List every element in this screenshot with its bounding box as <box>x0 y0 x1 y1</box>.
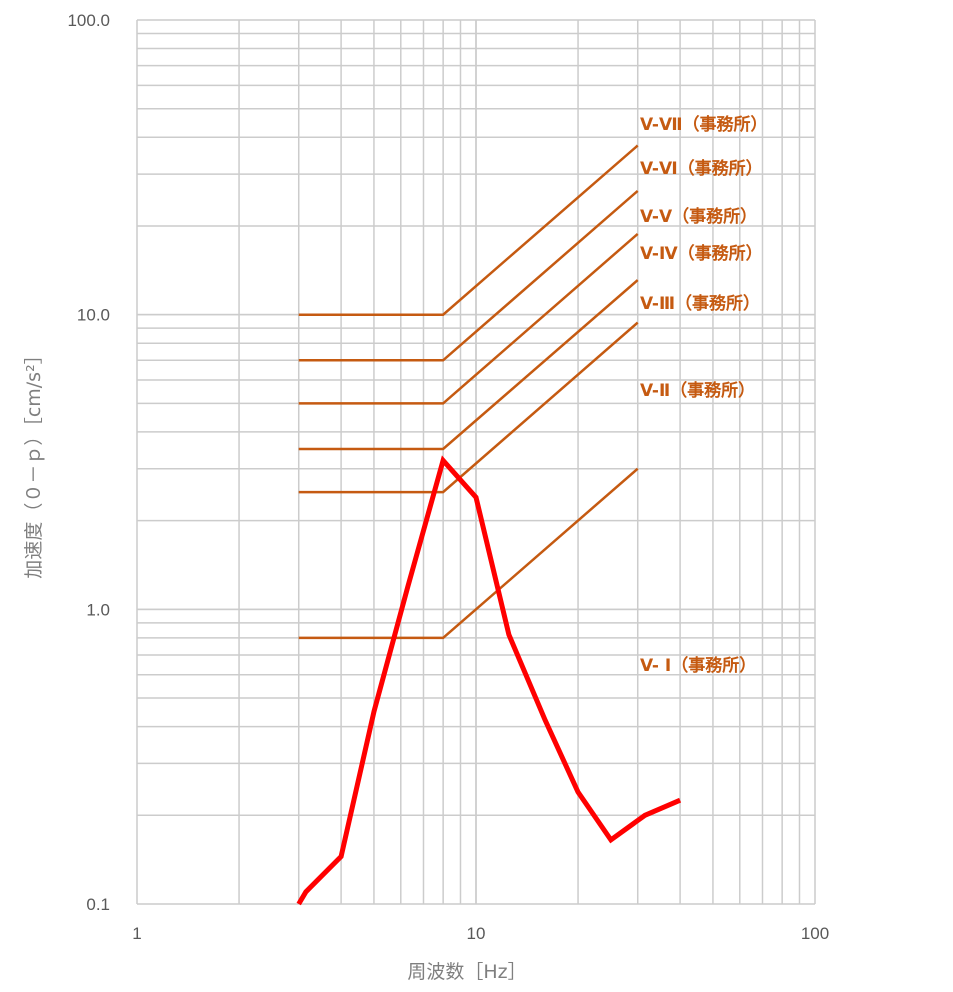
y-axis-title: 加速度（０－ｐ）［cm/s²］ <box>23 345 45 578</box>
curve-label-1: V- Ⅰ（事務所） <box>640 655 756 676</box>
y-tick-label: 1.0 <box>86 600 110 619</box>
y-tick-label: 10.0 <box>77 306 110 325</box>
x-tick-label: 1 <box>132 924 141 943</box>
curve-label-7: V-Ⅶ（事務所） <box>640 114 768 135</box>
curve-labels: V-Ⅶ（事務所） V-Ⅵ（事務所） V-Ⅴ（事務所） V-Ⅳ（事務所） V-Ⅲ（… <box>640 114 768 676</box>
measured-line <box>296 455 682 906</box>
criteria-line-2 <box>298 321 639 494</box>
curve-label-4: V-Ⅳ（事務所） <box>640 243 763 264</box>
curve-label-2: V-Ⅱ（事務所） <box>640 380 755 401</box>
x-axis-title: 周波数［Hz］ <box>407 961 526 983</box>
criteria-line-5 <box>298 189 639 362</box>
grid <box>136 19 816 905</box>
criteria-line-6 <box>298 144 639 316</box>
series <box>296 144 682 906</box>
curve-label-5: V-Ⅴ（事務所） <box>640 206 757 227</box>
x-tick-label: 100 <box>801 924 829 943</box>
y-tick-label: 100.0 <box>67 11 110 30</box>
curve-label-6: V-Ⅵ（事務所） <box>640 158 763 179</box>
criteria-line-4 <box>298 232 639 405</box>
tick-labels: 1 10 100 0.1 1.0 10.0 100.0 <box>67 11 829 943</box>
curve-label-3: V-Ⅲ（事務所） <box>640 293 760 314</box>
criteria-line-1 <box>298 467 639 640</box>
x-tick-label: 10 <box>467 924 486 943</box>
criteria-line-3 <box>298 279 639 451</box>
y-tick-label: 0.1 <box>86 895 110 914</box>
